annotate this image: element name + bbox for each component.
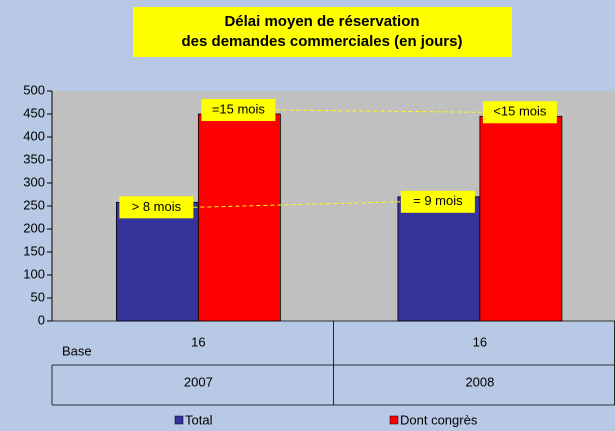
title-box: [133, 7, 512, 57]
annotation-box: [482, 101, 557, 124]
y-tick-label: 50: [31, 289, 45, 304]
annotation-box: [119, 196, 194, 219]
annotation: = 9 mois: [413, 193, 463, 208]
table-value: 16: [191, 334, 205, 349]
chart-title: Délai moyen de réservation: [224, 13, 419, 30]
x-tick-label: 2008: [465, 374, 494, 389]
y-tick-label: 200: [23, 220, 45, 235]
annotation: =15 mois: [212, 101, 266, 116]
table-value: 16: [473, 334, 487, 349]
legend-label: Total: [185, 412, 213, 427]
legend-label: Dont congrès: [400, 412, 478, 427]
x-tick-label: 2007: [184, 374, 213, 389]
y-tick-label: 350: [23, 151, 45, 166]
table-row-label: Base: [62, 343, 92, 358]
bar: [397, 196, 481, 322]
y-tick-label: 250: [23, 197, 45, 212]
annotation: > 8 mois: [132, 199, 182, 214]
bar: [197, 113, 281, 322]
y-tick-label: 450: [23, 105, 45, 120]
y-tick-label: 400: [23, 128, 45, 143]
annotation-box: [400, 190, 475, 213]
annotation: <15 mois: [493, 104, 547, 119]
y-tick-label: 300: [23, 174, 45, 189]
bar: [479, 115, 563, 322]
legend-swatch: [174, 415, 184, 425]
y-tick-label: 150: [23, 243, 45, 258]
y-tick-label: 500: [23, 82, 45, 97]
legend-swatch: [389, 415, 399, 425]
bar: [115, 201, 199, 322]
annotation-box: [201, 99, 276, 121]
y-tick-label: 0: [38, 312, 45, 327]
y-tick-label: 100: [23, 266, 45, 281]
chart-title: des demandes commerciales (en jours): [182, 33, 463, 50]
